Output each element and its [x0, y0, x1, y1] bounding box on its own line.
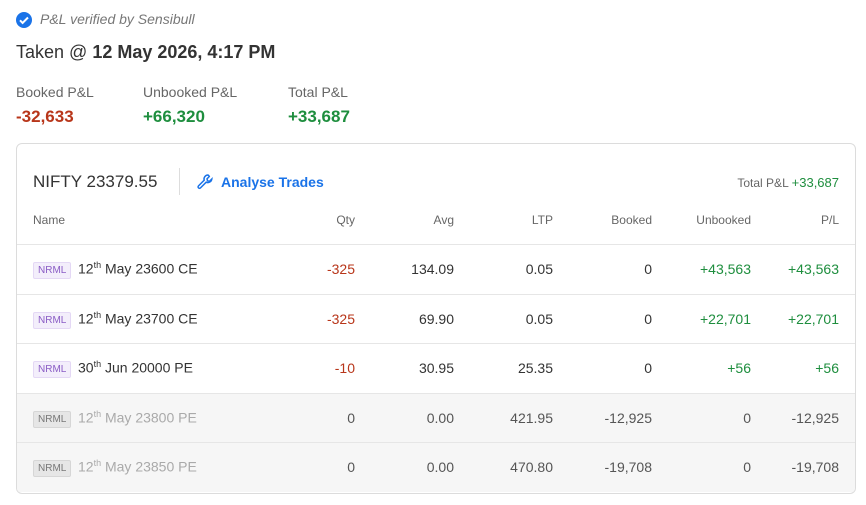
- day: 12: [78, 459, 94, 476]
- cell-booked: -19,708: [604, 459, 652, 476]
- position-name: 12th May 23700 CE: [78, 310, 198, 327]
- analyse-trades[interactable]: Analyse Trades: [221, 174, 324, 190]
- cell-ltp: 0.05: [525, 261, 553, 277]
- col-header: Booked: [611, 213, 652, 227]
- cell-qty: 0: [347, 409, 355, 426]
- position-row: NRML 12th May 23700 CE -325 69.90 0.05 0 +22,7…: [17, 293, 855, 344]
- wrench-icon[interactable]: [197, 174, 213, 190]
- positions-card: NIFTY 23379.55 Analyse Trades Total P&L …: [16, 143, 856, 494]
- position-name: 30th Jun 20000 PE: [78, 359, 193, 376]
- day-suffix: th: [93, 260, 102, 270]
- cell-unbooked: +22,701: [700, 310, 751, 327]
- cell-booked: 0: [644, 360, 652, 377]
- cell-pl: +43,563: [788, 261, 839, 277]
- day: 12: [78, 409, 94, 426]
- cell-ltp: 421.95: [510, 409, 553, 426]
- cell-qty: -325: [326, 261, 355, 277]
- cell-booked: 0: [644, 310, 652, 327]
- cell-qty: 0: [347, 459, 355, 476]
- cell-pl: +56: [815, 360, 839, 377]
- total-label: Total P&L: [737, 176, 789, 190]
- cell-ltp: 470.80: [510, 459, 553, 476]
- summary-value: -32,633: [16, 107, 74, 126]
- taken: Taken @ 12 May 2026, 4:17 PM: [16, 42, 275, 63]
- day: 12: [78, 260, 94, 277]
- contract: May 23850 PE: [101, 459, 197, 476]
- contract: May 23800 PE: [101, 409, 197, 426]
- divider: [179, 168, 180, 195]
- summary-label: Total P&L: [288, 84, 348, 100]
- position-name: 12th May 23850 PE: [78, 458, 197, 475]
- product-tag: NRML: [33, 262, 72, 279]
- position-row: NRML 12th May 23800 PE 0 0.00 421.95 -12,925 0…: [17, 392, 855, 443]
- cell-avg: 30.95: [418, 360, 454, 377]
- cell-unbooked: +43,563: [700, 261, 751, 277]
- col-header: LTP: [531, 213, 553, 227]
- contract: May 23600 CE: [101, 260, 198, 277]
- col-header: Qty: [336, 213, 355, 227]
- col-header: Unbooked: [696, 213, 751, 227]
- cell-avg: 0.00: [426, 459, 454, 476]
- cell-pl: +22,701: [788, 310, 839, 327]
- position-name: 12th May 23800 PE: [78, 409, 197, 426]
- day-suffix: th: [93, 458, 102, 469]
- total: Total P&L +33,687: [737, 175, 839, 190]
- cell-booked: 0: [644, 261, 652, 277]
- product-tag: NRML: [33, 410, 72, 428]
- contract: Jun 20000 PE: [101, 359, 193, 376]
- day: 12: [78, 310, 94, 327]
- col-header: Avg: [433, 213, 454, 227]
- day: 30: [78, 359, 94, 376]
- col-header: Name: [33, 213, 66, 227]
- summary-label: Booked P&L: [16, 84, 94, 100]
- col-header: P/L: [820, 213, 839, 227]
- taken-time: 12 May 2026, 4:17 PM: [92, 42, 276, 62]
- cell-ltp: 25.35: [517, 360, 553, 377]
- summary-value: +33,687: [288, 107, 350, 126]
- product-tag: NRML: [33, 311, 72, 329]
- day-suffix: th: [93, 408, 102, 419]
- position-row: NRML 30th Jun 20000 PE -10 30.95 25.35 0 +56 +5…: [17, 343, 855, 393]
- cell-pl: -19,708: [791, 459, 839, 476]
- cell-unbooked: +56: [727, 360, 751, 377]
- verified-text: P&L verified by Sensibull: [40, 11, 195, 27]
- summary-value: +66,320: [143, 107, 205, 126]
- cell-unbooked: 0: [743, 409, 751, 426]
- cell-unbooked: 0: [743, 459, 751, 476]
- summary-label: Unbooked P&L: [143, 84, 238, 100]
- verified-icon: [16, 12, 32, 28]
- day-suffix: th: [93, 309, 102, 320]
- cell-avg: 69.90: [418, 310, 454, 327]
- cell-qty: -10: [334, 360, 355, 377]
- position-name: 12th May 23600 CE: [78, 260, 198, 277]
- cell-ltp: 0.05: [525, 310, 553, 327]
- total-value: +33,687: [791, 175, 839, 190]
- cell-booked: -12,925: [604, 409, 652, 426]
- contract: May 23700 CE: [101, 310, 198, 327]
- cell-avg: 134.09: [411, 261, 454, 277]
- position-row: NRML 12th May 23850 PE 0 0.00 470.80 -19,708 0…: [17, 442, 855, 493]
- cell-avg: 0.00: [426, 409, 454, 426]
- cell-qty: -325: [326, 310, 355, 327]
- product-tag: NRML: [33, 460, 72, 478]
- day-suffix: th: [93, 359, 102, 370]
- taken-prefix: Taken @: [16, 42, 93, 62]
- position-row: NRML 12th May 23600 CE -325 134.09 0.05 0 +43,…: [17, 244, 855, 294]
- instrument: NIFTY 23379.55: [33, 172, 158, 191]
- cell-pl: -12,925: [791, 409, 839, 426]
- product-tag: NRML: [33, 361, 72, 379]
